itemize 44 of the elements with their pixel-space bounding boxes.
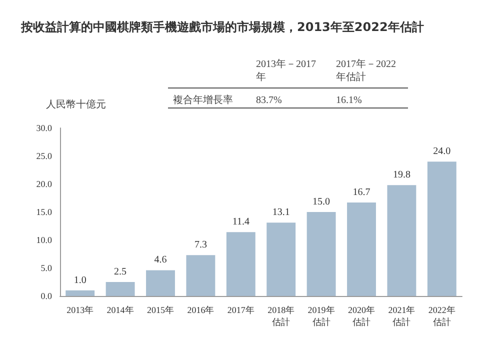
bar (306, 212, 336, 296)
data-label: 13.1 (272, 207, 290, 218)
text: 複合年增長率 (173, 94, 233, 106)
text: 83.7% (256, 95, 282, 106)
x-tick-label: 2016年 (187, 305, 214, 315)
bar (66, 290, 95, 296)
text: 2017年－2022年估計 (336, 58, 396, 83)
x-tick-label: 2019年估計 (308, 305, 335, 327)
data-label: 16.7 (352, 186, 370, 198)
data-label: 1.0 (74, 274, 86, 286)
x-tick-label: 2018年估計 (268, 305, 295, 327)
text: 16.1% (336, 95, 362, 106)
data-label: 19.8 (392, 170, 410, 181)
bar (186, 255, 216, 296)
bar (266, 222, 296, 296)
bar (106, 282, 135, 296)
bar (146, 270, 175, 296)
chart-title: 按收益計算的中國棋牌類手機遊戲市場的市場規模，2013年至2022年估計 (20, 20, 424, 34)
y-tick-label: 10.0 (36, 235, 52, 245)
bar (387, 185, 416, 296)
x-tick-label: 2017年 (227, 305, 254, 315)
x-tick-label: 2022年估計 (428, 305, 456, 327)
y-tick-label: 25.0 (36, 151, 52, 161)
y-axis-title: 人民幣十億元 (46, 98, 106, 110)
data-label: 24.0 (433, 146, 451, 158)
text: 2013年－2017年 (256, 58, 316, 83)
y-tick-label: 30.0 (36, 123, 52, 133)
x-tick-label: 2013年 (66, 305, 94, 315)
data-label: 2.5 (114, 266, 127, 278)
y-tick-label: 20.0 (36, 179, 52, 189)
x-tick-label: 2021年估計 (388, 305, 416, 327)
data-label: 15.0 (312, 196, 330, 208)
x-tick-label: 2015年 (147, 305, 174, 315)
bar (427, 162, 456, 296)
data-label: 4.6 (154, 254, 167, 266)
x-tick-label: 2014年 (106, 305, 134, 315)
y-tick-label: 0.0 (40, 291, 52, 301)
y-tick-label: 15.0 (36, 207, 52, 217)
data-label: 11.4 (232, 216, 250, 228)
bar (226, 232, 256, 296)
bar (347, 202, 376, 296)
y-tick-label: 5.0 (40, 263, 52, 273)
data-label: 7.3 (194, 240, 207, 251)
x-tick-label: 2020年估計 (348, 305, 375, 327)
